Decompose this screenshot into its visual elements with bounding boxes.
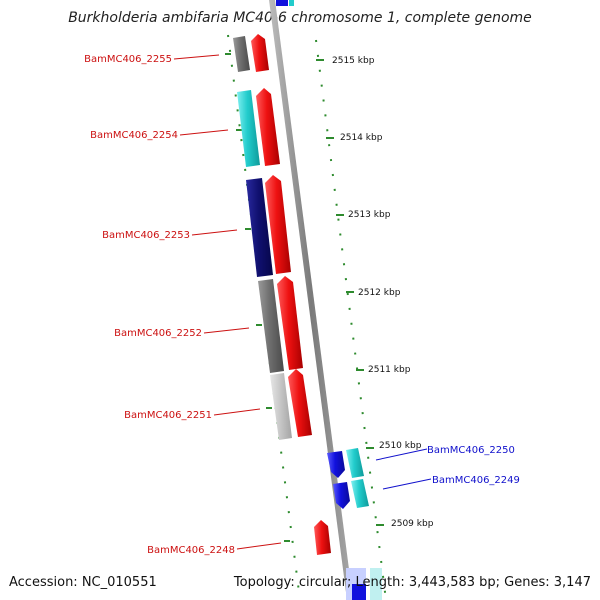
gene-label: BamMC406_2248 xyxy=(147,545,235,556)
label-leader xyxy=(213,408,261,416)
gene-label: BamMC406_2249 xyxy=(432,475,520,486)
scale-tick xyxy=(356,369,364,371)
gene-tick xyxy=(256,324,262,326)
gene-arrow xyxy=(288,369,312,437)
gene-feature[interactable]: BamMC406_2252 xyxy=(114,276,303,373)
scale-tick xyxy=(376,524,384,526)
gene-arrow xyxy=(277,276,303,370)
genome-backbone xyxy=(269,0,353,600)
gene-tick xyxy=(266,407,272,409)
gene-label: BamMC406_2250 xyxy=(427,445,515,456)
gene-tick xyxy=(225,53,231,55)
cds-arrow xyxy=(233,36,250,72)
gene-feature[interactable]: BamMC406_2255 xyxy=(84,34,269,72)
gene-feature[interactable]: BamMC406_2248 xyxy=(147,520,331,556)
scale-tick-label: 2514 kbp xyxy=(340,133,383,143)
top-edge-features xyxy=(276,0,294,6)
gene-tick xyxy=(236,129,242,131)
gene-arrow xyxy=(327,451,345,478)
outer-guide-right xyxy=(315,39,387,600)
gene-arrow xyxy=(333,482,350,509)
scale-tick-label: 2512 kbp xyxy=(358,288,401,298)
scale-ticks: 2515 kbp 2514 kbp 2513 kbp 2512 kbp 2511… xyxy=(316,56,434,529)
label-leader xyxy=(203,327,250,334)
gene-label: BamMC406_2254 xyxy=(90,130,178,141)
scale-tick-label: 2509 kbp xyxy=(391,519,434,529)
gene-arrow xyxy=(265,175,291,274)
scale-tick-label: 2511 kbp xyxy=(368,365,411,375)
scale-tick xyxy=(326,137,334,139)
scale-tick xyxy=(366,447,374,449)
label-leader xyxy=(179,129,229,136)
gene-tick xyxy=(284,540,290,542)
label-leader xyxy=(173,54,220,60)
scale-tick-label: 2513 kbp xyxy=(348,210,391,220)
gene-feature[interactable]: BamMC406_2251 xyxy=(124,369,312,440)
accession-label: Accession: NC_010551 xyxy=(9,575,157,590)
gene-label: BamMC406_2253 xyxy=(102,230,190,241)
scale-tick xyxy=(316,59,324,61)
scale-tick-label: 2515 kbp xyxy=(332,56,375,66)
cds-arrow xyxy=(346,448,364,478)
cds-arrow xyxy=(351,479,369,508)
label-leader xyxy=(382,478,432,490)
cds-arrow xyxy=(237,90,260,167)
gene-label: BamMC406_2255 xyxy=(84,54,172,65)
label-leader xyxy=(191,229,238,236)
genome-summary-label: Topology: circular; Length: 3,443,583 bp… xyxy=(233,575,591,590)
label-leader xyxy=(375,448,428,461)
gene-feature[interactable]: BamMC406_2253 xyxy=(102,175,291,277)
gene-feature[interactable]: BamMC406_2249 xyxy=(333,475,520,509)
gene-tick xyxy=(245,228,251,230)
bottom-edge-features xyxy=(346,568,382,600)
cds-arrow xyxy=(246,178,273,277)
gene-feature[interactable]: BamMC406_2254 xyxy=(90,88,280,167)
gene-arrow xyxy=(251,34,269,72)
gene-arrow xyxy=(256,88,280,166)
scale-tick xyxy=(346,291,354,293)
gene-arrow xyxy=(314,520,331,555)
gene-feature[interactable]: BamMC406_2250 xyxy=(327,445,515,478)
map-title: Burkholderia ambifaria MC40-6 chromosome… xyxy=(68,10,532,26)
cds-arrow xyxy=(270,373,292,440)
gene-label: BamMC406_2251 xyxy=(124,410,212,421)
gene-label: BamMC406_2252 xyxy=(114,328,202,339)
label-leader xyxy=(236,542,282,550)
scale-tick xyxy=(336,214,344,216)
scale-tick-label: 2510 kbp xyxy=(379,441,422,451)
cds-arrow xyxy=(258,279,284,373)
